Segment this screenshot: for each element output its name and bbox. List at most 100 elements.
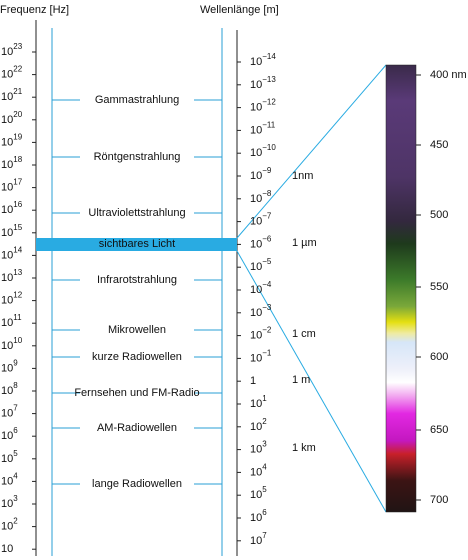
- visible-band: [36, 238, 237, 251]
- spectrum-label: 500: [430, 209, 448, 221]
- base: 10: [250, 398, 262, 410]
- band-label-bg: [80, 477, 194, 491]
- exponent: −9: [262, 166, 272, 175]
- base: 10: [1, 69, 13, 81]
- spectrum-label: 650: [430, 424, 448, 436]
- exponent: −6: [262, 235, 272, 244]
- base: 10: [1, 362, 13, 374]
- exponent: −10: [262, 143, 276, 152]
- exponent: 19: [13, 133, 22, 142]
- base: 10: [250, 193, 262, 205]
- base: 10: [250, 421, 262, 433]
- wavelength-label: 10−14: [250, 52, 276, 68]
- wavelength-label: 107: [250, 531, 267, 547]
- scale-mark: 1 m: [292, 374, 310, 386]
- frequency-label: 1021: [1, 87, 23, 103]
- band-label-bg: [80, 350, 194, 364]
- exponent: −2: [262, 326, 272, 335]
- wavelength-label: 1: [250, 375, 256, 387]
- exponent: 15: [13, 223, 22, 232]
- scale-mark: 1 µm: [292, 237, 317, 249]
- base: 10: [1, 249, 13, 261]
- exponent: 6: [262, 508, 267, 517]
- base: 10: [1, 317, 13, 329]
- base: 10: [1, 114, 13, 126]
- frequency-label: 107: [1, 404, 18, 420]
- wavelength-label: 102: [250, 417, 267, 433]
- frequency-title: Frequenz [Hz]: [0, 4, 69, 16]
- band-label: AM-Radiowellen: [97, 422, 177, 434]
- exponent: 17: [13, 178, 22, 187]
- base: 10: [1, 408, 13, 420]
- base: 10: [250, 124, 262, 136]
- wavelength-label: 10−9: [250, 166, 272, 182]
- exponent: 22: [13, 65, 22, 74]
- base: 10: [1, 272, 13, 284]
- wavelength-label: 105: [250, 485, 267, 501]
- frequency-label: 103: [1, 494, 18, 510]
- base: 10: [1, 159, 13, 171]
- wavelength-label: 10−4: [250, 280, 272, 296]
- spectrum-label: 700: [430, 494, 448, 506]
- frequency-label: 1010: [1, 336, 23, 352]
- frequency-label: 1012: [1, 291, 23, 307]
- base: 10: [250, 79, 262, 91]
- frequency-label: 1017: [1, 178, 23, 194]
- wavelength-label: 104: [250, 463, 267, 479]
- wavelength-title: Wellenlänge [m]: [200, 4, 279, 16]
- base: 10: [1, 340, 13, 352]
- wavelength-label: 10−7: [250, 212, 272, 228]
- wavelength-label: 10−1: [250, 349, 272, 365]
- band-label: Gammastrahlung: [95, 94, 179, 106]
- base: 10: [250, 512, 262, 524]
- scale-mark: 1 km: [292, 442, 316, 454]
- exponent: 1: [262, 394, 267, 403]
- band-label-bg: [80, 323, 194, 337]
- zoom-line: [236, 250, 387, 513]
- exponent: 8: [13, 381, 18, 390]
- exponent: 9: [13, 359, 18, 368]
- spectrum-label: 600: [430, 351, 448, 363]
- exponent: 20: [13, 110, 22, 119]
- base: 10: [1, 182, 13, 194]
- base: 10: [1, 430, 13, 442]
- base: 10: [1, 498, 13, 510]
- base: 10: [1, 227, 13, 239]
- exponent: −8: [262, 189, 272, 198]
- wavelength-label: 10−6: [250, 235, 272, 251]
- exponent: 3: [13, 494, 18, 503]
- exponent: 21: [13, 87, 22, 96]
- exponent: 18: [13, 155, 22, 164]
- exponent: 2: [262, 417, 267, 426]
- exponent: 10: [13, 336, 22, 345]
- wavelength-label: 10−10: [250, 143, 276, 159]
- base: 10: [250, 261, 262, 273]
- frequency-label: 1015: [1, 223, 23, 239]
- spectrum-label: 400 nm: [430, 69, 467, 81]
- exponent: −5: [262, 257, 272, 266]
- wavelength-label: 10−11: [250, 121, 276, 137]
- frequency-label: 106: [1, 426, 18, 442]
- base: 10: [1, 295, 13, 307]
- exponent: −4: [262, 280, 272, 289]
- wavelength-label: 10−2: [250, 326, 272, 342]
- base: 10: [250, 330, 262, 342]
- exponent: 4: [262, 463, 267, 472]
- base: 10: [1, 204, 13, 216]
- exponent: 2: [13, 517, 18, 526]
- base: 10: [250, 102, 262, 114]
- band-label-bg: [80, 206, 194, 220]
- scale-mark: 1 cm: [292, 328, 316, 340]
- exponent: 12: [13, 291, 22, 300]
- wavelength-label: 10−3: [250, 303, 272, 319]
- zoom-line: [236, 64, 387, 239]
- base: 10: [1, 475, 13, 487]
- base: 10: [1, 521, 13, 533]
- band-label: Infrarotstrahlung: [97, 274, 177, 286]
- base: 10: [1, 543, 13, 555]
- exponent: 6: [13, 426, 18, 435]
- exponent: 7: [13, 404, 18, 413]
- exponent: 5: [262, 485, 267, 494]
- base: 10: [1, 46, 13, 58]
- wavelength-label: 103: [250, 440, 267, 456]
